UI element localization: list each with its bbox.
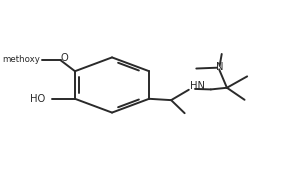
Text: N: N — [216, 62, 224, 72]
Text: O: O — [60, 53, 68, 63]
Text: HO: HO — [30, 94, 46, 104]
Text: HN: HN — [190, 81, 204, 91]
Text: methoxy: methoxy — [2, 55, 40, 64]
